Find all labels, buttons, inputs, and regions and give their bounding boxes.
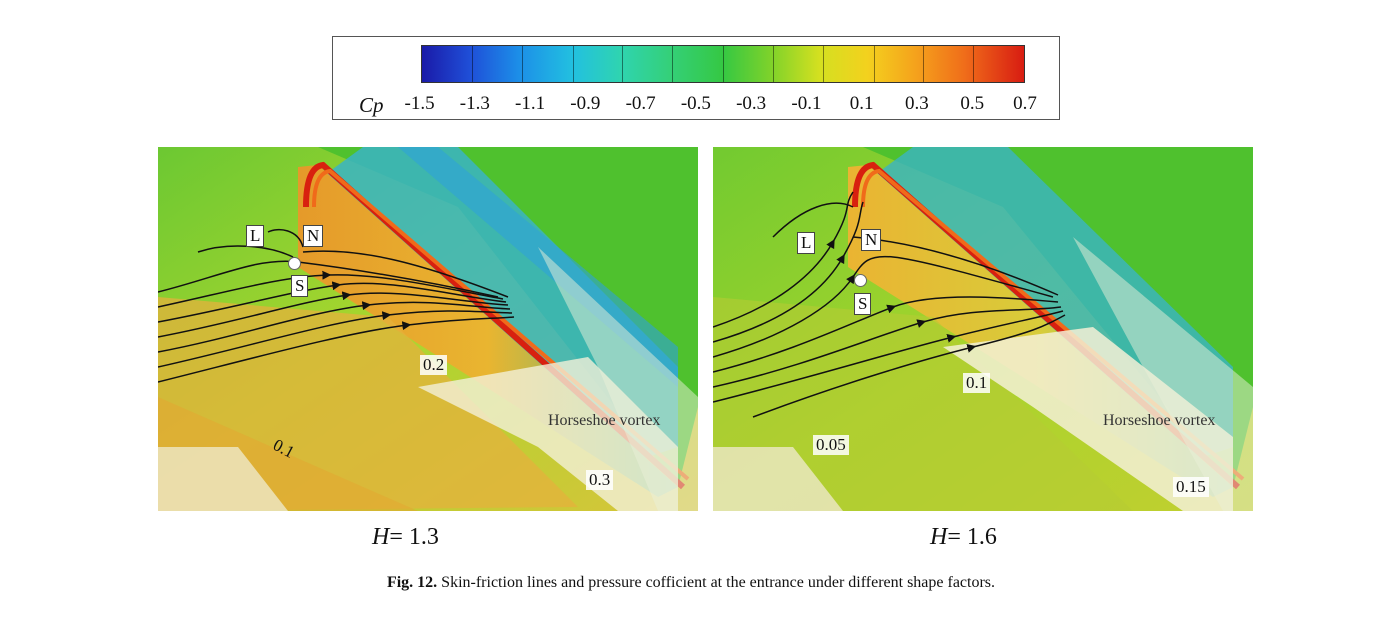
colorbar-tick: 0.3 [905,93,929,114]
shape-factor-value: = 1.6 [947,524,997,550]
contour-image-right [713,147,1253,511]
shape-factor-label-right: H= 1.6 [930,524,997,551]
horseshoe-vortex-annotation: Horseshoe vortex [1103,412,1216,429]
point-label-N: N [861,229,882,251]
horseshoe-vortex-annotation: Horseshoe vortex [548,412,661,429]
stagnation-point-marker [288,257,301,270]
point-label-N: N [303,225,324,247]
colorbar-tick: -0.7 [625,93,656,114]
colorbar-legend: Cp -1.5 -1.3 -1.1 -0.9 -0.7 -0.5 -0.3 -0… [332,36,1060,120]
colorbar-tick: -1.5 [404,93,435,114]
contour-value-label: 0.3 [586,470,614,490]
stagnation-point-marker [854,274,867,287]
figure-number: Fig. 12. [386,574,438,591]
colorbar-gradient [421,45,1025,83]
colorbar-tick: 0.1 [849,93,874,114]
colorbar-tick: -0.5 [680,93,711,114]
point-label-L: L [797,232,816,254]
colorbar-tick: 0.5 [960,93,985,114]
figure-caption: Fig. 12. Skin-friction lines and pressur… [0,574,1382,592]
contour-value-label: 0.15 [1173,477,1209,497]
contour-value-label: 0.2 [420,355,448,375]
contour-panel-right: L N S 0.1 0.05 0.15 Horseshoe vortex [713,147,1253,511]
shape-factor-label-left: H= 1.3 [372,524,439,551]
shape-factor-symbol: H [930,524,948,550]
colorbar-tick: 0.7 [1013,93,1037,114]
shape-factor-symbol: H [372,524,390,550]
colorbar-tick: -0.9 [570,93,601,114]
figure-caption-text: Skin-friction lines and pressure coffici… [441,574,996,591]
point-label-L: L [246,225,265,247]
colorbar-tick: -1.1 [515,93,546,114]
shape-factor-value: = 1.3 [389,524,439,550]
point-label-S: S [854,293,872,315]
colorbar-tick: -0.3 [736,93,767,114]
colorbar-label: Cp [359,93,384,117]
point-label-S: S [291,275,309,297]
colorbar-tick: -0.1 [791,93,822,114]
contour-value-label: 0.1 [963,373,991,393]
contour-panel-left: L N S 0.2 0.1 0.3 Horseshoe vortex [158,147,698,511]
contour-value-label: 0.05 [813,435,849,455]
colorbar-tick: -1.3 [459,93,490,114]
colorbar-ticks: -1.5 -1.3 -1.1 -0.9 -0.7 -0.5 -0.3 -0.1 … [404,93,1037,119]
contour-image-left [158,147,698,511]
